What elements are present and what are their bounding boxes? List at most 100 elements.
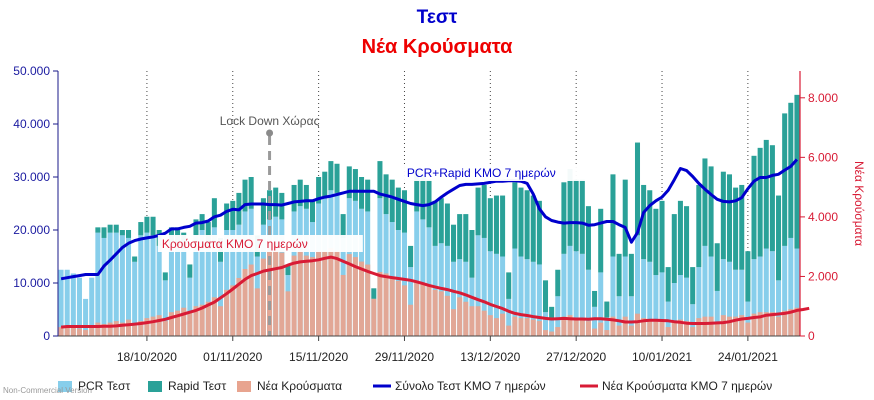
cases-bar	[653, 321, 659, 336]
pcr-bar	[549, 320, 555, 336]
cases-bar	[561, 316, 567, 336]
pcr-bar	[113, 232, 119, 336]
cases-bar	[536, 321, 542, 336]
cases-bar	[70, 327, 76, 336]
pcr-bar	[794, 248, 800, 336]
pcr-bar	[162, 280, 168, 336]
x-tick-label: 13/12/2020	[460, 350, 520, 364]
cases-bar	[567, 315, 573, 336]
cases-bar	[248, 264, 254, 336]
right-tick-label: 2.000	[808, 269, 838, 283]
cases-bar	[273, 248, 279, 336]
x-tick-label: 29/11/2020	[375, 350, 434, 364]
rapid-bar	[518, 187, 524, 257]
cases-bar	[175, 310, 181, 336]
left-tick-label: 30.000	[13, 170, 50, 184]
rapid-bar	[389, 179, 395, 223]
pcr-bar	[175, 245, 181, 336]
cases-bar	[132, 325, 138, 336]
cases-bar	[671, 321, 677, 336]
left-tick-label: 50.000	[13, 64, 50, 78]
pcr-bar	[463, 261, 469, 336]
rapid-bar	[487, 198, 493, 252]
cases-bar	[500, 313, 506, 336]
cases-bar	[493, 318, 499, 336]
pcr-bar	[414, 211, 420, 336]
cases-7day-line	[60, 255, 810, 329]
cases-bar	[739, 315, 745, 336]
cases-bar	[610, 316, 616, 336]
pcr-bar	[518, 256, 524, 336]
cases-bar	[162, 321, 168, 336]
cases-bar	[254, 288, 260, 336]
pcr-bar	[641, 259, 647, 336]
rapid-bar	[512, 182, 518, 249]
cases-bar	[83, 330, 89, 336]
rapid-bar	[150, 216, 156, 236]
rapid-bar	[309, 200, 316, 223]
rapid-bar	[285, 264, 291, 276]
pcr-bar	[671, 283, 677, 336]
cases-bar	[720, 315, 726, 336]
rapid-bar	[616, 253, 622, 297]
rapid-bar	[297, 179, 303, 207]
cases-bar	[199, 304, 205, 336]
cases-bar	[383, 273, 389, 336]
x-tick-label: 15/11/2020	[289, 350, 348, 364]
pcr-bar	[677, 275, 683, 336]
cases-bar	[475, 306, 481, 336]
cases-bar	[309, 257, 316, 336]
pcr-bar	[561, 253, 567, 336]
rapid-bar	[776, 195, 782, 281]
pcr-bar	[475, 235, 481, 336]
cases-bar	[365, 264, 371, 336]
cases-bar	[187, 312, 193, 336]
cases-bar	[469, 306, 475, 336]
pcr-bar	[211, 227, 217, 336]
cases-bar	[769, 312, 775, 336]
rapid-bar	[585, 206, 591, 270]
cases-bar	[205, 301, 211, 336]
right-tick-label: 8.000	[808, 91, 838, 105]
rapid-bar	[653, 208, 659, 276]
rapid-bar	[469, 230, 475, 278]
rapid-bar	[193, 219, 199, 236]
watermark: Non-Commercial Version	[3, 386, 92, 395]
cases-bar	[334, 251, 340, 336]
rapid-bar	[493, 195, 499, 254]
pcr-bar	[530, 261, 536, 336]
cases-bar	[316, 251, 322, 336]
cases-bar	[126, 319, 132, 336]
rapid-bar	[401, 190, 407, 233]
pcr-bar	[181, 248, 187, 336]
pcr-bar	[224, 230, 230, 336]
lockdown-dot	[266, 129, 274, 137]
rapid-bar	[573, 179, 579, 252]
pcr-bar	[585, 269, 591, 336]
rapid-bar	[352, 169, 358, 201]
plot-area: Lock Down Χώρας Κρούσματα ΚΜΟ 7 ημερών PCR…	[13, 64, 866, 393]
cases-bar	[512, 316, 518, 336]
cases-7day-label-bg	[157, 235, 363, 252]
cases-bar	[647, 319, 653, 336]
rapid-bar	[677, 200, 683, 276]
pcr-bar	[126, 237, 132, 336]
pcr-bar	[684, 277, 690, 336]
cases-bar	[64, 325, 70, 336]
pcr-bar	[726, 261, 732, 336]
cases-bar	[549, 331, 555, 336]
pcr-bar	[95, 232, 101, 336]
pcr-bar	[598, 272, 604, 336]
cases-bar	[696, 318, 702, 336]
rapid-bar	[641, 184, 647, 260]
pcr-bar	[187, 277, 193, 336]
pcr-bar	[720, 259, 726, 336]
cases-bar	[745, 322, 751, 336]
rapid-bar	[696, 184, 702, 268]
rapid-bar	[187, 264, 193, 278]
cases-bar	[107, 322, 113, 336]
rapid-bar	[359, 177, 365, 209]
pcr-bar	[506, 298, 512, 336]
rapid-bar	[457, 214, 463, 260]
